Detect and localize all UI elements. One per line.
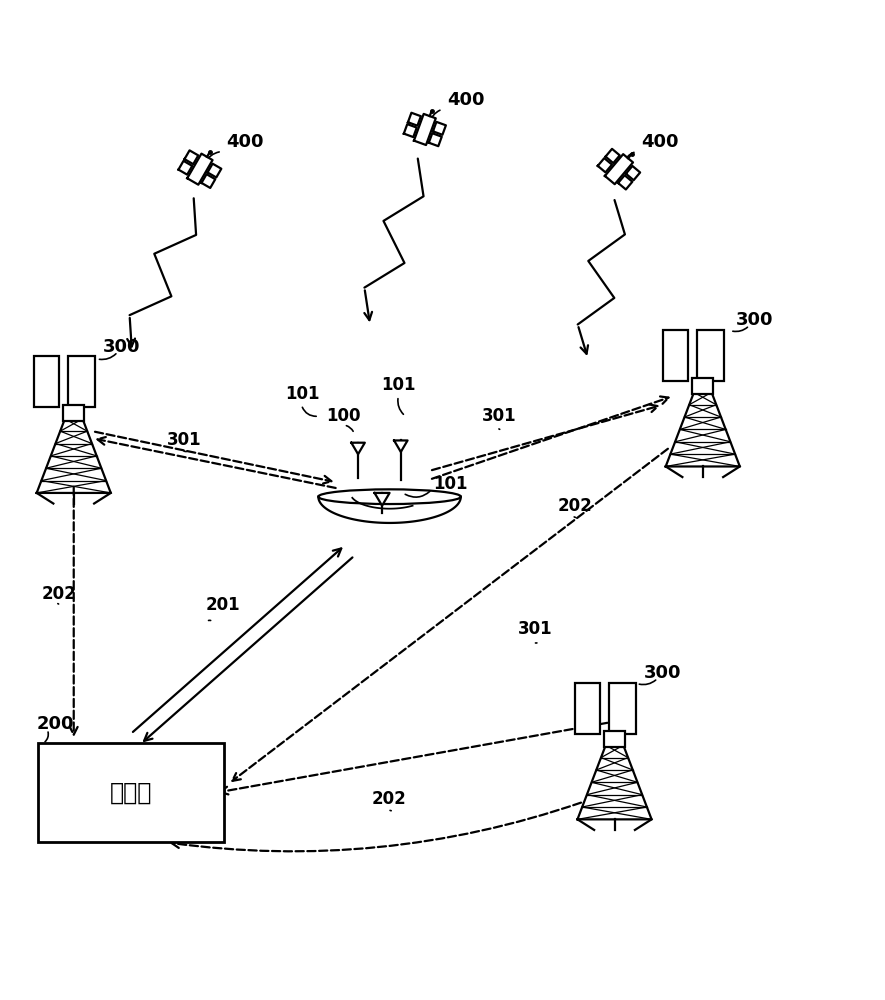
Text: 400: 400 xyxy=(447,91,484,109)
Bar xyxy=(35,356,59,407)
Text: 202: 202 xyxy=(42,585,77,603)
Bar xyxy=(68,356,95,407)
Bar xyxy=(63,405,84,421)
Text: 300: 300 xyxy=(736,311,773,329)
Text: 100: 100 xyxy=(326,407,360,425)
Polygon shape xyxy=(394,440,408,452)
Text: 201: 201 xyxy=(206,596,241,614)
Polygon shape xyxy=(351,443,365,454)
Text: 200: 200 xyxy=(36,715,74,733)
Text: 控制器: 控制器 xyxy=(110,781,152,805)
Polygon shape xyxy=(429,133,442,146)
Bar xyxy=(604,731,625,747)
Bar xyxy=(38,743,224,842)
Polygon shape xyxy=(433,122,446,135)
Text: 301: 301 xyxy=(518,620,552,638)
Bar xyxy=(609,683,635,734)
Polygon shape xyxy=(604,154,633,184)
Polygon shape xyxy=(404,124,417,137)
Polygon shape xyxy=(618,175,633,189)
Text: 400: 400 xyxy=(641,133,679,151)
Text: 301: 301 xyxy=(167,431,202,449)
Text: 101: 101 xyxy=(381,376,415,394)
Polygon shape xyxy=(605,149,620,163)
Bar xyxy=(663,330,688,381)
Polygon shape xyxy=(208,164,221,177)
Bar xyxy=(575,683,600,734)
Polygon shape xyxy=(414,114,435,145)
Bar xyxy=(692,378,713,394)
Text: 202: 202 xyxy=(372,790,407,808)
Text: 101: 101 xyxy=(286,385,320,403)
Polygon shape xyxy=(626,166,640,180)
Bar xyxy=(697,330,724,381)
Polygon shape xyxy=(179,161,192,175)
Text: 300: 300 xyxy=(643,664,681,682)
Polygon shape xyxy=(408,113,421,126)
Polygon shape xyxy=(202,174,215,188)
Polygon shape xyxy=(597,158,612,172)
Text: 300: 300 xyxy=(103,338,141,356)
Text: 202: 202 xyxy=(558,497,592,515)
Text: 301: 301 xyxy=(482,407,517,425)
Polygon shape xyxy=(184,150,198,164)
Polygon shape xyxy=(374,493,389,506)
Text: 400: 400 xyxy=(227,133,264,151)
Polygon shape xyxy=(188,154,212,185)
Text: 101: 101 xyxy=(434,475,468,493)
